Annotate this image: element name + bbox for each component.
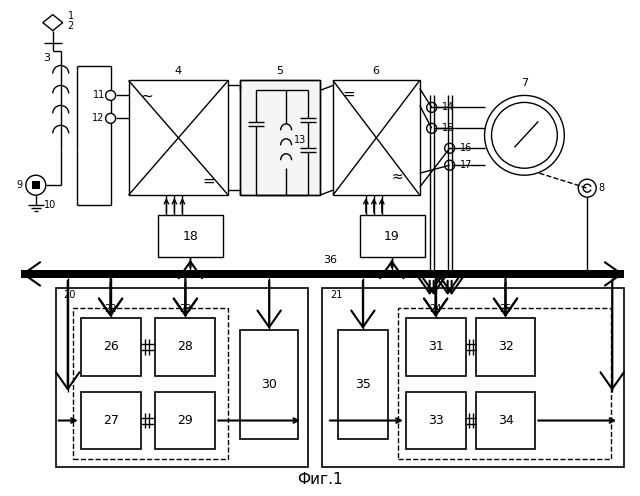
Bar xyxy=(322,288,624,467)
Text: 31: 31 xyxy=(428,340,444,353)
Text: 28: 28 xyxy=(177,340,193,353)
Bar xyxy=(476,318,536,375)
Text: 24: 24 xyxy=(429,304,442,314)
Text: =: = xyxy=(342,87,355,102)
Text: 27: 27 xyxy=(102,414,118,427)
Text: 25: 25 xyxy=(499,304,512,314)
Text: 1: 1 xyxy=(68,10,74,21)
Text: 3: 3 xyxy=(44,53,51,62)
Text: 10: 10 xyxy=(44,200,56,210)
Text: 8: 8 xyxy=(598,183,604,193)
Text: 4: 4 xyxy=(175,66,182,76)
Bar xyxy=(129,80,228,195)
Text: 11: 11 xyxy=(93,90,105,100)
Text: 33: 33 xyxy=(428,414,444,427)
Text: 30: 30 xyxy=(261,378,277,391)
Text: 14: 14 xyxy=(442,102,454,113)
Bar xyxy=(406,318,465,375)
Bar xyxy=(360,215,425,257)
Text: =: = xyxy=(202,174,214,188)
Text: 29: 29 xyxy=(177,414,193,427)
Text: Фиг.1: Фиг.1 xyxy=(297,472,343,487)
Text: 17: 17 xyxy=(460,160,472,170)
Text: 18: 18 xyxy=(182,230,198,243)
Bar xyxy=(159,215,223,257)
Text: 22: 22 xyxy=(104,304,117,314)
Bar xyxy=(338,330,388,439)
Text: 23: 23 xyxy=(179,304,191,314)
Bar xyxy=(32,181,40,189)
Bar xyxy=(156,318,215,375)
Text: 13: 13 xyxy=(294,135,306,145)
Text: 36: 36 xyxy=(323,255,337,265)
Bar xyxy=(398,308,611,459)
Text: 21: 21 xyxy=(330,290,342,300)
Text: 12: 12 xyxy=(92,114,105,124)
Bar xyxy=(333,80,420,195)
Text: 9: 9 xyxy=(17,180,23,190)
Text: 6: 6 xyxy=(372,66,380,76)
Bar xyxy=(156,392,215,449)
Bar xyxy=(476,392,536,449)
Text: 34: 34 xyxy=(498,414,513,427)
Bar xyxy=(73,308,228,459)
Bar xyxy=(240,330,298,439)
Bar xyxy=(21,270,624,278)
Text: 35: 35 xyxy=(355,378,371,391)
Text: 19: 19 xyxy=(384,230,399,243)
Bar xyxy=(81,318,141,375)
Text: 7: 7 xyxy=(521,78,528,88)
Text: 15: 15 xyxy=(442,124,454,133)
Bar xyxy=(240,80,320,195)
Text: 2: 2 xyxy=(68,21,74,31)
Text: ~: ~ xyxy=(140,89,153,104)
Text: 20: 20 xyxy=(64,290,76,300)
Text: 32: 32 xyxy=(498,340,513,353)
Text: ≈: ≈ xyxy=(392,170,404,184)
Text: 16: 16 xyxy=(460,143,472,153)
Bar xyxy=(406,392,465,449)
Bar xyxy=(56,288,308,467)
Text: 5: 5 xyxy=(276,66,284,76)
Bar xyxy=(81,392,141,449)
Text: 26: 26 xyxy=(102,340,118,353)
Bar xyxy=(240,80,320,195)
